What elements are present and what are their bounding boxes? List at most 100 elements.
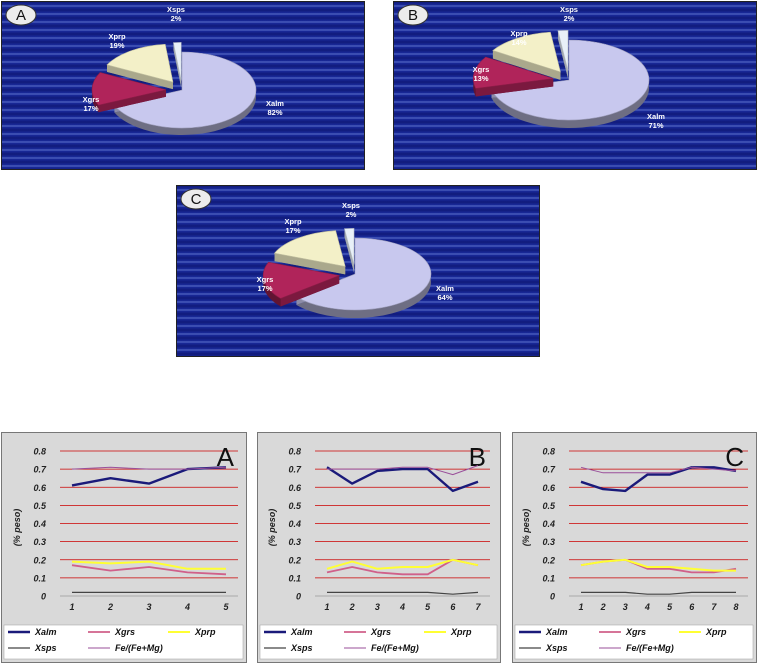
pie-label-xgrs-a: Xgrs 17% bbox=[83, 95, 100, 113]
y-axis-label-c: (% peso) bbox=[521, 509, 531, 547]
x-tick-label-c: 3 bbox=[623, 602, 628, 612]
line-chart-c: 0 0.1 0.2 0.3 0.4 0.5 0.6 0.7 0.8 (% peso) 1 2 3 4 5 6 7… bbox=[513, 433, 756, 662]
y-tick-label-c: 0.8 bbox=[542, 447, 555, 457]
y-tick-label-b: 0.2 bbox=[288, 555, 301, 565]
y-tick-label-b: 0.8 bbox=[288, 447, 301, 457]
pie-label-xalm-b: Xalm 71% bbox=[647, 112, 665, 130]
svg-text:Fe/(Fe+Mg): Fe/(Fe+Mg) bbox=[626, 643, 674, 653]
svg-text:B: B bbox=[408, 7, 418, 24]
line-chart-a: 00.10.20.30.40.50.60.70.8(% peso)1 2 3 4 5AX… bbox=[2, 433, 246, 662]
y-tick-label-c: 0.6 bbox=[542, 483, 556, 493]
pie-label-xprp-a: Xprp 19% bbox=[108, 32, 126, 50]
pie-chart-a: A Xalm 82% Xgrs 17% Xprp 19% Xsps 2% bbox=[2, 2, 364, 169]
panel-label-b: B bbox=[398, 5, 428, 25]
pie-slice-xsps-a bbox=[173, 42, 181, 87]
svg-text:Xalm: Xalm bbox=[545, 627, 568, 637]
y-tick-label-c: 0.3 bbox=[542, 537, 555, 547]
y-tick-label-c: 0.5 bbox=[542, 501, 556, 511]
y-axis-label-b: (% peso) bbox=[267, 509, 277, 547]
svg-text:Xalm: Xalm bbox=[34, 627, 57, 637]
x-tick-label-b: 5 bbox=[425, 602, 431, 612]
x-tick-label-b: 4 bbox=[399, 602, 405, 612]
y-tick-label-b: 0.6 bbox=[288, 483, 302, 493]
y-tick-label-c: 0.2 bbox=[542, 555, 555, 565]
svg-text:Xprp: Xprp bbox=[705, 627, 727, 637]
y-tick-label-a: 0.7 bbox=[33, 465, 47, 475]
x-tick-label-b: 3 bbox=[375, 602, 380, 612]
line-chart-panel-c: 0 0.1 0.2 0.3 0.4 0.5 0.6 0.7 0.8 (% peso) 1 2 3 4 5 6 7… bbox=[512, 432, 757, 663]
y-tick-label-a: 0.1 bbox=[33, 573, 46, 583]
panel-label-line-c: C bbox=[725, 442, 744, 472]
x-tick-label-c: 2 bbox=[600, 602, 606, 612]
y-tick-label-a: 0.2 bbox=[33, 555, 46, 565]
y-tick-label-a: 0.5 bbox=[33, 501, 47, 511]
y-tick-label-a: 0.8 bbox=[33, 447, 46, 457]
y-tick-label-c: 0.4 bbox=[542, 519, 555, 529]
pie-label-xsps-c: Xsps 2% bbox=[342, 201, 360, 219]
pie-label-xsps-a: Xsps 2% bbox=[167, 5, 185, 23]
y-tick-label-b: 0.5 bbox=[288, 501, 302, 511]
y-tick-label-b: 0.3 bbox=[288, 537, 301, 547]
pie-label-xsps-b: Xsps 2% bbox=[560, 5, 578, 23]
pie-chart-panel-b: B Xalm 71% Xgrs 13% Xprp 14% Xsps 2% bbox=[393, 1, 757, 170]
x-tick-label-c: 4 bbox=[644, 602, 650, 612]
svg-text:Xprp: Xprp bbox=[450, 627, 472, 637]
x-tick-label-a: 2 bbox=[107, 602, 113, 612]
x-tick-label-a: 5 bbox=[223, 602, 229, 612]
svg-text:A: A bbox=[16, 7, 26, 24]
pie-label-xgrs-c: Xgrs 17% bbox=[257, 275, 274, 293]
series-line-xsps-b bbox=[327, 592, 478, 594]
y-tick-label-a: 0 bbox=[41, 592, 46, 602]
y-tick-label-a: 0.6 bbox=[33, 483, 47, 493]
x-tick-label-a: 1 bbox=[69, 602, 74, 612]
y-tick-label-a: 0.4 bbox=[33, 519, 46, 529]
y-tick-label-c: 0.1 bbox=[542, 573, 555, 583]
y-tick-label-a: 0.3 bbox=[33, 537, 46, 547]
x-tick-label-c: 7 bbox=[711, 602, 717, 612]
line-chart-panel-b: 0 0.1 0.2 0.3 0.4 0.5 0.6 0.7 0.8 (% peso) 1 2 3 4 5 6 7… bbox=[257, 432, 501, 663]
pie-slice-xsps-c bbox=[344, 228, 354, 272]
x-tick-label-b: 6 bbox=[450, 602, 456, 612]
panel-label-c: C bbox=[181, 189, 211, 209]
y-tick-label-b: 0 bbox=[296, 592, 301, 602]
pie-chart-panel-a: A Xalm 82% Xgrs 17% Xprp 19% Xsps 2% bbox=[1, 1, 365, 170]
svg-text:Fe/(Fe+Mg): Fe/(Fe+Mg) bbox=[371, 643, 419, 653]
pie-chart-c: C Xalm 64% Xgrs 17% Xprp 17% Xsps 2% bbox=[177, 186, 539, 356]
pie-label-xprp-b: Xprp 14% bbox=[510, 29, 528, 47]
y-tick-label-b: 0.4 bbox=[288, 519, 301, 529]
panel-label-a: A bbox=[6, 5, 36, 25]
y-tick-label-c: 0.7 bbox=[542, 465, 556, 475]
svg-text:Xsps: Xsps bbox=[290, 643, 313, 653]
svg-text:Fe/(Fe+Mg): Fe/(Fe+Mg) bbox=[115, 643, 163, 653]
x-tick-label-c: 5 bbox=[667, 602, 673, 612]
x-tick-label-c: 1 bbox=[578, 602, 583, 612]
line-chart-panel-a: 0 0.1 0.2 0.3 0.4 0.5 0.6 0.7 0.8 (% peso) 1 2 3 4 5 A X… bbox=[1, 432, 247, 663]
pie-label-xgrs-b: Xgrs 13% bbox=[473, 65, 490, 83]
line-chart-b: 0 0.1 0.2 0.3 0.4 0.5 0.6 0.7 0.8 (% peso) 1 2 3 4 5 6 7… bbox=[258, 433, 500, 662]
x-tick-label-a: 4 bbox=[184, 602, 190, 612]
pie-label-xprp-c: Xprp 17% bbox=[284, 217, 302, 235]
y-axis-label-a: (% peso) bbox=[12, 509, 22, 547]
svg-text:Xprp: Xprp bbox=[194, 627, 216, 637]
pie-label-xalm-c: Xalm 64% bbox=[436, 284, 454, 302]
pie-chart-b: B Xalm 71% Xgrs 13% Xprp 14% Xsps 2% bbox=[394, 2, 756, 169]
pie-chart-panel-c: C Xalm 64% Xgrs 17% Xprp 17% Xsps 2% bbox=[176, 185, 540, 357]
x-tick-label-b: 7 bbox=[475, 602, 481, 612]
y-tick-label-b: 0.1 bbox=[288, 573, 301, 583]
svg-text:Xgrs: Xgrs bbox=[114, 627, 135, 637]
x-tick-label-b: 2 bbox=[349, 602, 355, 612]
svg-text:Xalm: Xalm bbox=[290, 627, 313, 637]
series-line-xsps-c bbox=[581, 592, 736, 594]
x-tick-label-c: 8 bbox=[733, 602, 738, 612]
series-line-xalm-a bbox=[72, 467, 226, 485]
svg-text:Xgrs: Xgrs bbox=[625, 627, 646, 637]
x-tick-label-b: 1 bbox=[324, 602, 329, 612]
x-tick-label-a: 3 bbox=[146, 602, 151, 612]
x-tick-label-c: 6 bbox=[689, 602, 695, 612]
svg-text:Xsps: Xsps bbox=[545, 643, 568, 653]
pie-label-xalm-a: Xalm 82% bbox=[266, 99, 284, 117]
y-tick-label-b: 0.7 bbox=[288, 465, 302, 475]
y-tick-label-c: 0 bbox=[550, 592, 555, 602]
svg-text:C: C bbox=[191, 191, 202, 208]
svg-text:Xsps: Xsps bbox=[34, 643, 57, 653]
